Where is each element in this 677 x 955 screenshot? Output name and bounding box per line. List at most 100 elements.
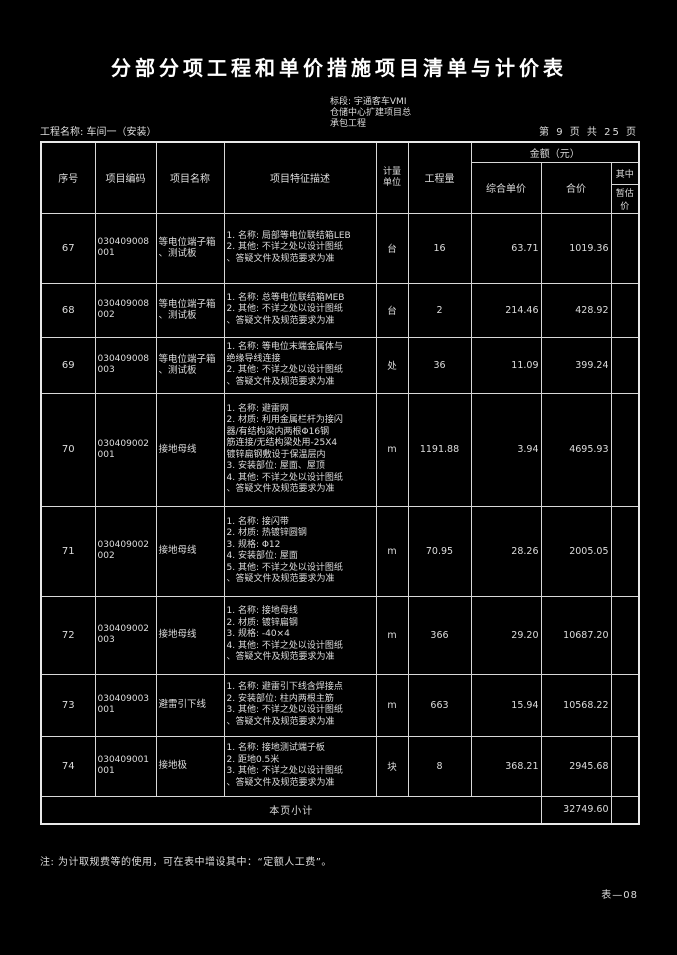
cell-features: 1. 名称: 总等电位联结箱MEB 2. 其他: 不详之处以设计图纸 、答疑文件…	[223, 282, 377, 338]
cell-quantity: 70.95	[407, 505, 472, 597]
cell-total-price: 10687.20	[540, 595, 612, 675]
cell-total-price: 2945.68	[540, 735, 612, 797]
cell-total-price: 10568.22	[540, 673, 612, 737]
cell-code: 030409008 001	[94, 212, 157, 284]
boq-table: 序号 项目编码 项目名称 项目特征描述 计量 单位 工程量 金额（元） 综合单价…	[40, 141, 640, 825]
cell-unit-price: 15.94	[470, 673, 542, 737]
cell-quantity: 1191.88	[407, 392, 472, 507]
cell-estimated	[610, 505, 640, 597]
cell-name: 避雷引下线	[155, 673, 225, 737]
cell-serial: 67	[40, 212, 96, 284]
project-name-label: 工程名称: 车间一（安装）	[40, 127, 157, 138]
cell-unit-price: 29.20	[470, 595, 542, 675]
header-unit: 计量 单位	[375, 141, 409, 214]
cell-features: 1. 名称: 局部等电位联结箱LEB 2. 其他: 不详之处以设计图纸 、答疑文…	[223, 212, 377, 284]
cell-features: 1. 名称: 避雷引下线含焊接点 2. 安装部位: 柱内两根主筋 3. 其他: …	[223, 673, 377, 737]
cell-unit-price: 3.94	[470, 392, 542, 507]
header-row-1: 序号 项目编码 项目名称 项目特征描述 计量 单位 工程量 金额（元）	[40, 141, 640, 214]
subtotal-row: 本页小计 32749.60	[40, 795, 640, 825]
cell-unit: m	[375, 505, 409, 597]
header-quantity: 工程量	[407, 141, 472, 214]
cell-code: 030409001 001	[94, 735, 157, 797]
page-title: 分部分项工程和单价措施项目清单与计价表	[111, 56, 567, 80]
cell-unit-price: 214.46	[470, 282, 542, 338]
cell-quantity: 366	[407, 595, 472, 675]
cell-total-price: 2005.05	[540, 505, 612, 597]
table-row: 71 030409002 002 接地母线 1. 名称: 接闪带 2. 材质: …	[40, 505, 640, 597]
form-code: 表—08	[601, 890, 638, 901]
header-serial: 序号	[40, 141, 96, 214]
cell-serial: 72	[40, 595, 96, 675]
cell-serial: 74	[40, 735, 96, 797]
cell-serial: 68	[40, 282, 96, 338]
cell-serial: 73	[40, 673, 96, 737]
cell-name: 等电位端子箱 、测试板	[155, 212, 225, 284]
cell-code: 030409002 001	[94, 392, 157, 507]
cell-name: 接地母线	[155, 392, 225, 507]
cell-estimated	[610, 392, 640, 507]
table-row: 68 030409008 002 等电位端子箱 、测试板 1. 名称: 总等电位…	[40, 282, 640, 338]
cell-name: 等电位端子箱 、测试板	[155, 336, 225, 394]
cell-features: 1. 名称: 接地测试端子板 2. 距地0.5米 3. 其他: 不详之处以设计图…	[223, 735, 377, 797]
cell-features: 1. 名称: 避雷网 2. 材质: 利用金属栏杆为接闪 器/有结构梁内两根Φ16…	[223, 392, 377, 507]
cell-unit-price: 28.26	[470, 505, 542, 597]
table-row: 69 030409008 003 等电位端子箱 、测试板 1. 名称: 等电位末…	[40, 336, 640, 394]
table-row: 70 030409002 001 接地母线 1. 名称: 避雷网 2. 材质: …	[40, 392, 640, 507]
cell-unit: 块	[375, 735, 409, 797]
cell-unit: m	[375, 595, 409, 675]
cell-features: 1. 名称: 等电位末端金属体与 绝缘导线连接 2. 其他: 不详之处以设计图纸…	[223, 336, 377, 394]
header-name: 项目名称	[155, 141, 225, 214]
cell-name: 等电位端子箱 、测试板	[155, 282, 225, 338]
header-estimated: 暂估价	[610, 183, 640, 214]
subtotal-label: 本页小计	[40, 795, 542, 825]
cell-features: 1. 名称: 接闪带 2. 材质: 热镀锌圆钢 3. 规格: Φ12 4. 安装…	[223, 505, 377, 597]
cell-name: 接地母线	[155, 595, 225, 675]
document-meta: 标段: 宇通客车VMI 仓储中心扩建项目总 承包工程 工程名称: 车间一（安装）…	[40, 89, 638, 141]
footnote: 注: 为计取规费等的使用，可在表中增设其中：“定额人工费”。	[40, 857, 332, 868]
cell-name: 接地极	[155, 735, 225, 797]
section-label: 标段: 宇通客车VMI 仓储中心扩建项目总 承包工程	[330, 97, 412, 129]
table-row: 72 030409002 003 接地母线 1. 名称: 接地母线 2. 材质:…	[40, 595, 640, 675]
cell-quantity: 16	[407, 212, 472, 284]
page-number-info: 第 9 页 共 25 页	[539, 127, 638, 138]
cell-total-price: 4695.93	[540, 392, 612, 507]
subtotal-value: 32749.60	[540, 795, 612, 825]
cell-unit: m	[375, 392, 409, 507]
table-row: 74 030409001 001 接地极 1. 名称: 接地测试端子板 2. 距…	[40, 735, 640, 797]
header-amount-group: 金额（元）	[470, 141, 640, 163]
cell-unit: m	[375, 673, 409, 737]
cell-code: 030409002 003	[94, 595, 157, 675]
cell-serial: 71	[40, 505, 96, 597]
cell-quantity: 36	[407, 336, 472, 394]
subtotal-estimated	[610, 795, 640, 825]
cell-unit-price: 63.71	[470, 212, 542, 284]
cell-name: 接地母线	[155, 505, 225, 597]
cell-unit: 处	[375, 336, 409, 394]
cell-code: 030409002 002	[94, 505, 157, 597]
cell-estimated	[610, 212, 640, 284]
cell-quantity: 2	[407, 282, 472, 338]
cell-serial: 69	[40, 336, 96, 394]
header-total-price: 合价	[540, 161, 612, 214]
cell-estimated	[610, 595, 640, 675]
cell-unit-price: 368.21	[470, 735, 542, 797]
cell-unit-price: 11.09	[470, 336, 542, 394]
table-row: 67 030409008 001 等电位端子箱 、测试板 1. 名称: 局部等电…	[40, 212, 640, 284]
header-code: 项目编码	[94, 141, 157, 214]
header-features: 项目特征描述	[223, 141, 377, 214]
cell-estimated	[610, 735, 640, 797]
cell-estimated	[610, 282, 640, 338]
cell-unit: 台	[375, 282, 409, 338]
cell-code: 030409008 003	[94, 336, 157, 394]
cell-features: 1. 名称: 接地母线 2. 材质: 镀锌扁钢 3. 规格: -40×4 4. …	[223, 595, 377, 675]
cell-unit: 台	[375, 212, 409, 284]
cell-total-price: 399.24	[540, 336, 612, 394]
cell-total-price: 1019.36	[540, 212, 612, 284]
header-unit-price: 综合单价	[470, 161, 542, 214]
cell-serial: 70	[40, 392, 96, 507]
cell-quantity: 8	[407, 735, 472, 797]
table-row: 73 030409003 001 避雷引下线 1. 名称: 避雷引下线含焊接点 …	[40, 673, 640, 737]
cell-estimated	[610, 336, 640, 394]
cell-estimated	[610, 673, 640, 737]
